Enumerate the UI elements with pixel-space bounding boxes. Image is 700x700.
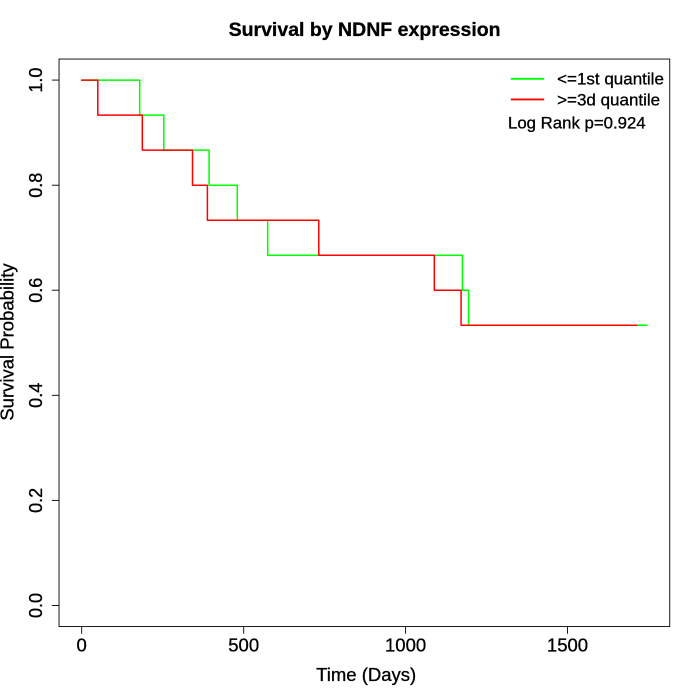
svg-text:1.0: 1.0 xyxy=(26,68,46,93)
svg-text:Time (Days): Time (Days) xyxy=(316,664,416,685)
svg-text:1500: 1500 xyxy=(547,635,588,656)
svg-text:<=1st quantile: <=1st quantile xyxy=(557,70,664,89)
svg-text:Survival by NDNF expression: Survival by NDNF expression xyxy=(229,19,501,41)
svg-text:0.8: 0.8 xyxy=(26,173,46,198)
svg-text:0: 0 xyxy=(77,635,87,656)
svg-text:0.0: 0.0 xyxy=(26,593,46,618)
svg-text:500: 500 xyxy=(228,635,259,656)
svg-text:>=3d quantile: >=3d quantile xyxy=(557,90,660,109)
svg-text:0.4: 0.4 xyxy=(26,383,46,408)
svg-text:1000: 1000 xyxy=(385,635,426,656)
svg-text:0.2: 0.2 xyxy=(26,488,46,513)
svg-text:Log Rank p=0.924: Log Rank p=0.924 xyxy=(508,114,646,133)
svg-text:Survival Probability: Survival Probability xyxy=(0,263,18,421)
svg-text:0.6: 0.6 xyxy=(26,278,46,303)
